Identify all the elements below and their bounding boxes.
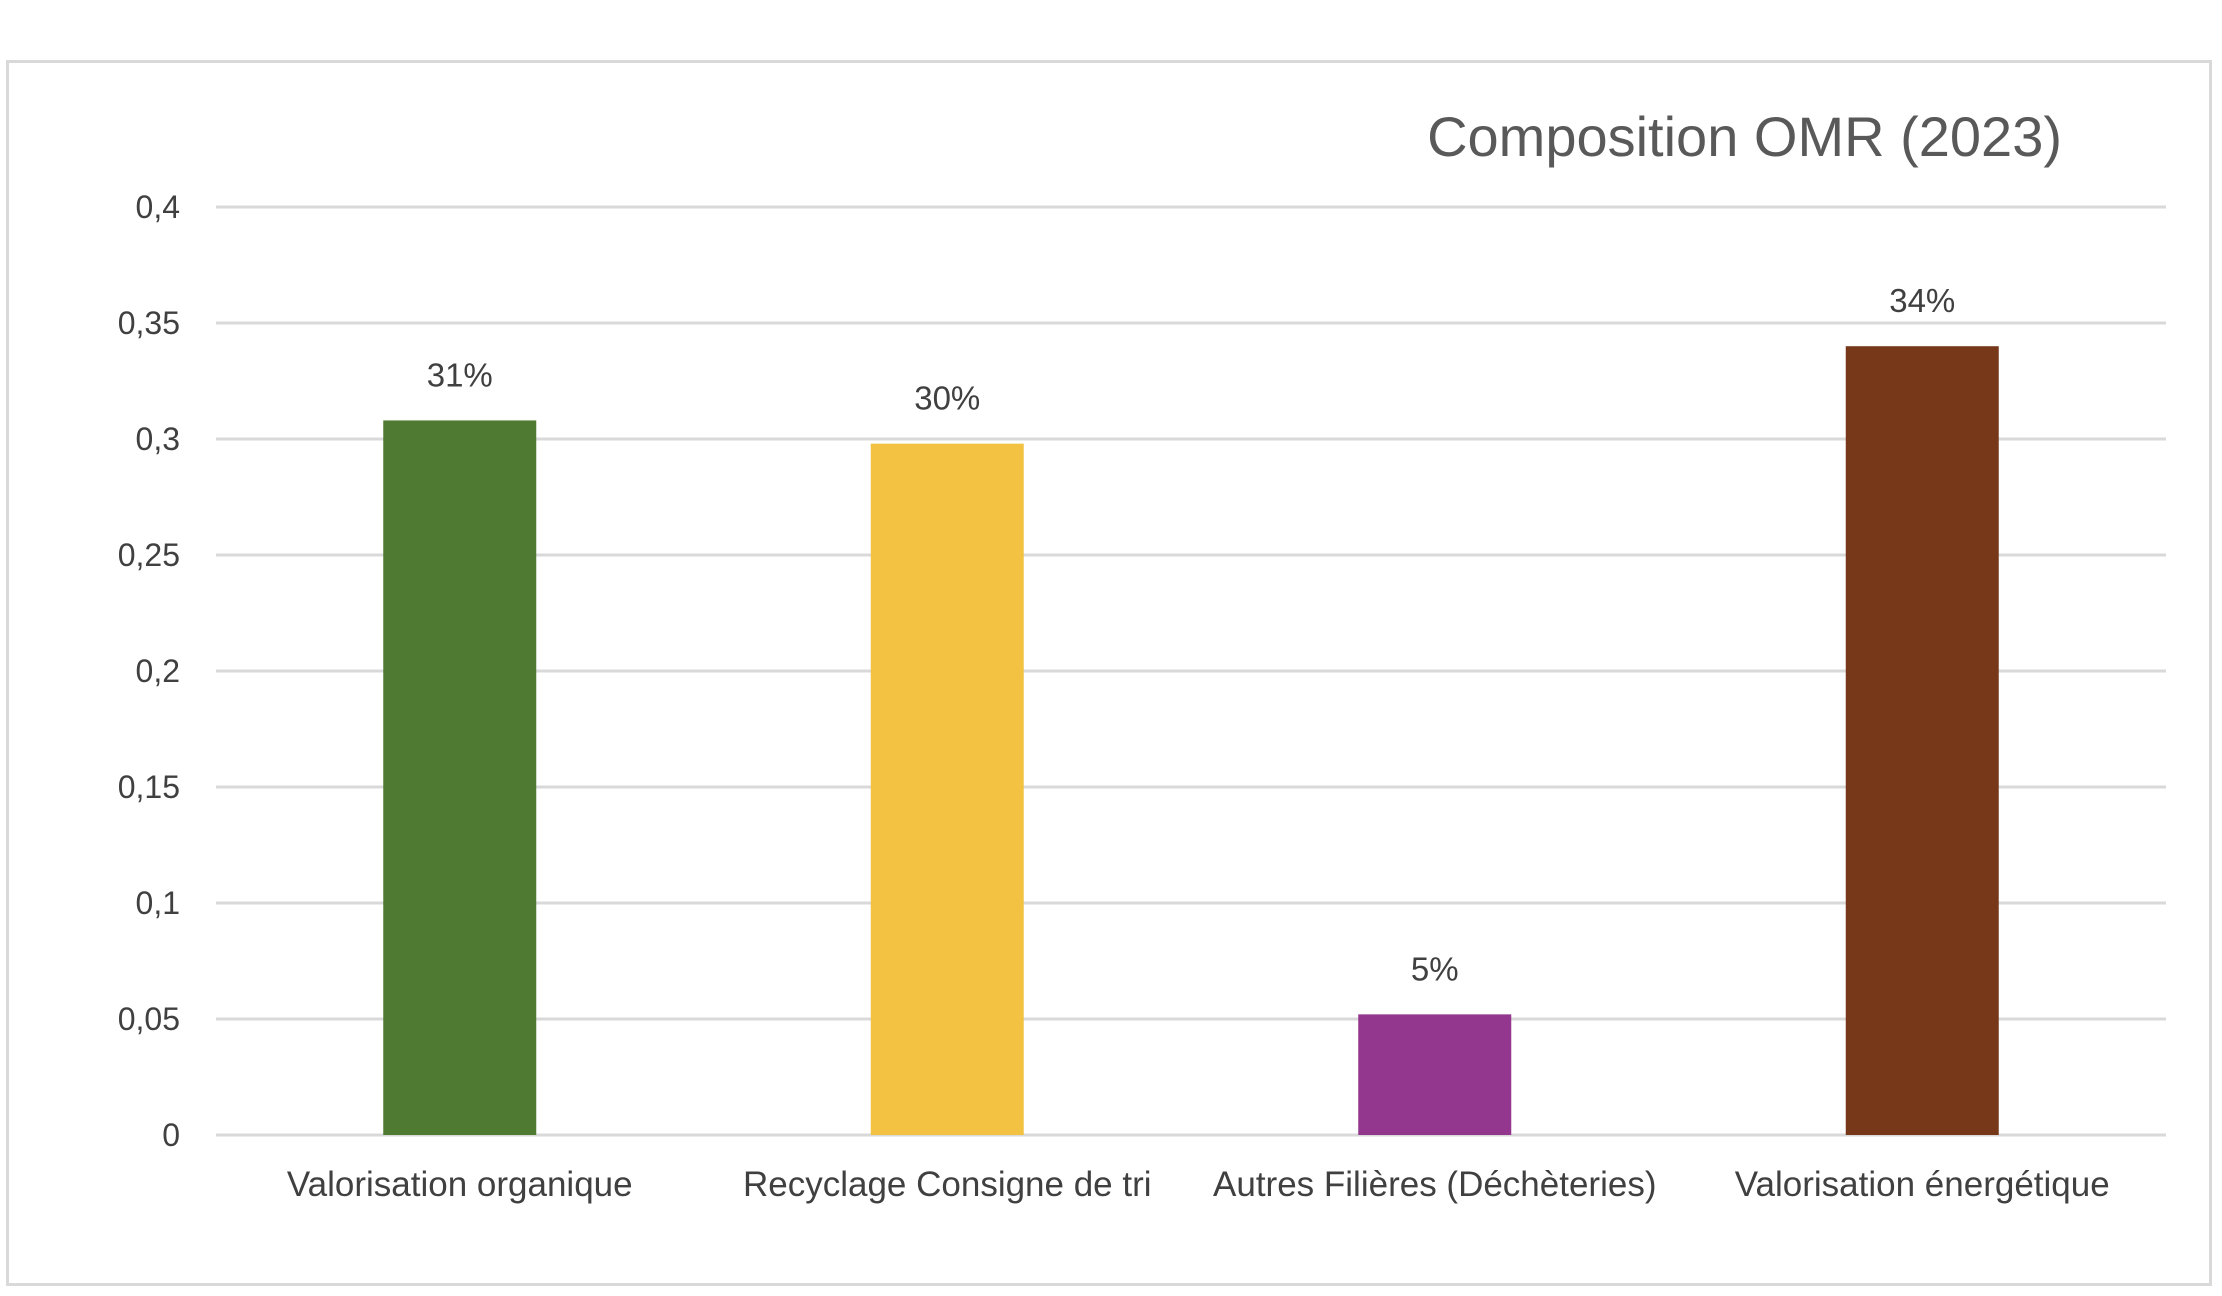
bar xyxy=(1845,346,1999,1135)
data-label: 30% xyxy=(914,380,980,417)
y-tick-label: 0,35 xyxy=(118,305,180,341)
y-tick-label: 0,15 xyxy=(118,769,180,805)
bar xyxy=(1358,1014,1512,1135)
bars xyxy=(383,346,1999,1135)
data-label: 34% xyxy=(1889,282,1955,319)
gridlines xyxy=(216,205,2166,1137)
y-tick-label: 0,1 xyxy=(136,885,180,921)
bar xyxy=(870,443,1024,1135)
chart-frame xyxy=(6,60,2212,1286)
category-label: Autres Filières (Déchèteries) xyxy=(1213,1165,1656,1204)
category-label: Valorisation énergétique xyxy=(1735,1165,2110,1204)
y-tick-label: 0,05 xyxy=(118,1001,180,1037)
category-label: Recyclage Consigne de tri xyxy=(743,1165,1152,1204)
y-tick-label: 0,4 xyxy=(136,189,180,225)
y-tick-label: 0,25 xyxy=(118,537,180,573)
bar xyxy=(383,420,537,1135)
data-label: 31% xyxy=(427,356,493,393)
y-tick-label: 0 xyxy=(162,1117,180,1153)
data-label: 5% xyxy=(1411,950,1459,987)
category-label: Valorisation organique xyxy=(287,1165,633,1204)
data-labels: 31% 30% 5% 34% xyxy=(427,282,1956,987)
y-axis-tick-labels: 0 0,05 0,1 0,15 0,2 0,25 0,3 0,35 0,4 xyxy=(118,189,180,1153)
x-axis-category-labels: Valorisation organique Recyclage Consigne… xyxy=(287,1165,2110,1204)
chart-title: Composition OMR (2023) xyxy=(1427,105,2062,168)
y-tick-label: 0,2 xyxy=(136,653,180,689)
y-tick-label: 0,3 xyxy=(136,421,180,457)
